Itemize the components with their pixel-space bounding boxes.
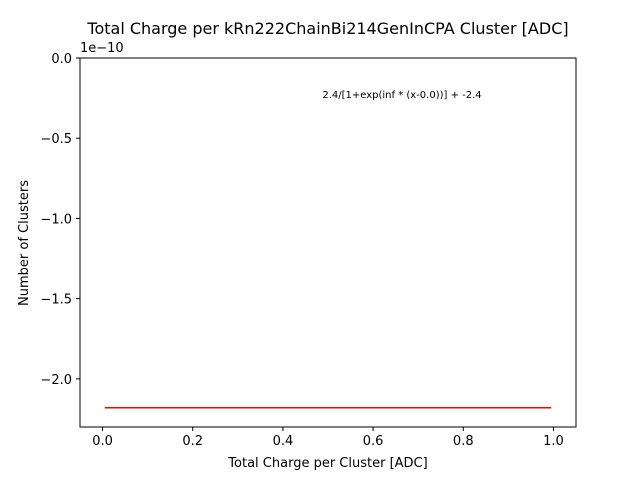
x-tick-label: 0.8 [453, 434, 474, 449]
y-offset-text: 1e−10 [80, 41, 124, 56]
x-tick-label: 0.6 [363, 434, 384, 449]
y-tick-label: −0.5 [40, 132, 72, 147]
x-tick-label: 1.0 [543, 434, 564, 449]
x-tick-label: 0.0 [92, 434, 113, 449]
fit-annotation: 2.4/[1+exp(inf * (x-0.0))] + -2.4 [322, 90, 481, 101]
chart-title: Total Charge per kRn222ChainBi214GenInCP… [86, 19, 568, 38]
y-tick-label: 0.0 [51, 52, 72, 67]
x-axis-ticks: 0.0 0.2 0.4 0.6 0.8 1.0 [92, 427, 564, 449]
x-tick-label: 0.2 [182, 434, 203, 449]
plot-area-frame [79, 57, 577, 428]
y-axis-ticks: 0.0 −0.5 −1.0 −1.5 −2.0 [40, 52, 80, 388]
y-tick-label: −2.0 [40, 373, 72, 388]
x-axis-label: Total Charge per Cluster [ADC] [227, 456, 427, 471]
x-tick-label: 0.4 [273, 434, 294, 449]
y-tick-label: −1.0 [40, 212, 72, 227]
y-tick-label: −1.5 [40, 293, 72, 308]
y-axis-label: Number of Clusters [17, 180, 32, 306]
